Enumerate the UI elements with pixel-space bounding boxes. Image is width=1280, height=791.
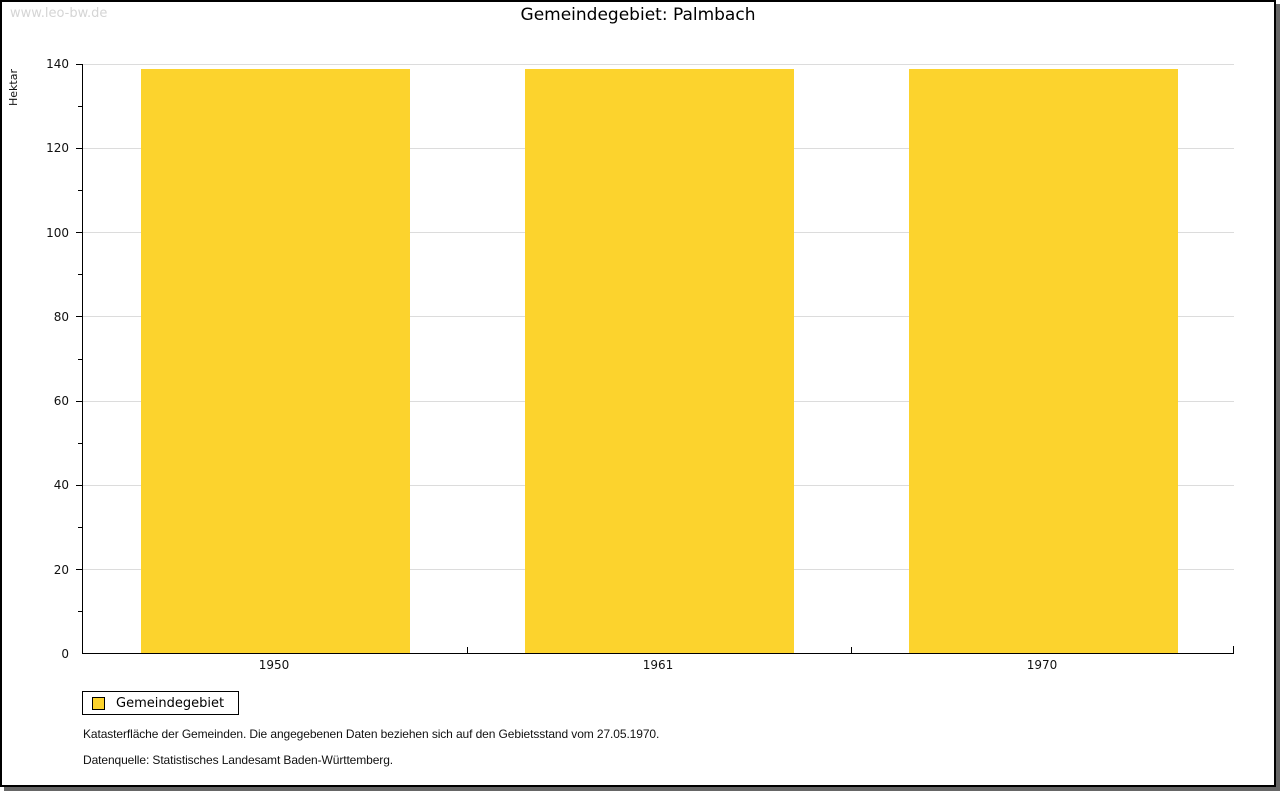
y-axis-label: Hektar bbox=[7, 69, 20, 106]
x-tick-label-1950: 1950 bbox=[258, 658, 290, 672]
x-group-tick bbox=[851, 647, 852, 653]
bar-1970 bbox=[909, 69, 1178, 653]
y-tick-label: 0 bbox=[61, 647, 69, 661]
plot-area bbox=[76, 63, 1234, 654]
y-tick-major bbox=[76, 569, 83, 571]
footnote-data-source: Datenquelle: Statistisches Landesamt Bad… bbox=[83, 753, 393, 767]
legend-swatch-gemeindegebiet bbox=[92, 696, 105, 710]
y-tick-minor bbox=[78, 442, 83, 444]
footnote-source-note: Katasterfläche der Gemeinden. Die angege… bbox=[83, 727, 660, 741]
page-title: Gemeindegebiet: Palmbach bbox=[520, 5, 756, 25]
x-tick-label-1961: 1961 bbox=[642, 658, 674, 672]
bar-1961 bbox=[525, 69, 794, 653]
y-tick-label: 100 bbox=[46, 225, 69, 240]
y-axis-end-cap bbox=[83, 64, 91, 65]
y-tick-label: 120 bbox=[46, 141, 69, 156]
y-tick-major bbox=[76, 63, 83, 65]
legend-label: Gemeindegebiet bbox=[116, 695, 225, 711]
y-tick-label: 20 bbox=[53, 562, 69, 577]
legend: Gemeindegebiet bbox=[82, 691, 240, 715]
y-tick-minor bbox=[78, 105, 83, 107]
y-tick-label: 60 bbox=[53, 394, 69, 409]
y-tick-minor bbox=[78, 527, 83, 529]
y-tick-minor bbox=[78, 189, 83, 191]
y-tick-minor bbox=[78, 358, 83, 360]
x-axis-end-cap bbox=[1233, 646, 1234, 653]
x-group-tick bbox=[467, 647, 468, 653]
y-tick-major bbox=[76, 232, 83, 234]
y-tick-label: 140 bbox=[46, 57, 69, 71]
y-tick-major bbox=[76, 400, 83, 402]
y-tick-minor bbox=[78, 611, 83, 613]
y-tick-minor bbox=[78, 274, 83, 276]
watermark: www.leo-bw.de bbox=[10, 6, 108, 21]
y-tick-label: 40 bbox=[53, 478, 69, 493]
bar-1950 bbox=[141, 69, 410, 653]
y-tick-major bbox=[76, 484, 83, 486]
y-gridline bbox=[83, 63, 1234, 65]
y-tick-label: 80 bbox=[53, 309, 69, 324]
y-tick-major bbox=[76, 147, 83, 149]
y-tick-major bbox=[76, 316, 83, 318]
x-tick-label-1970: 1970 bbox=[1026, 658, 1058, 672]
